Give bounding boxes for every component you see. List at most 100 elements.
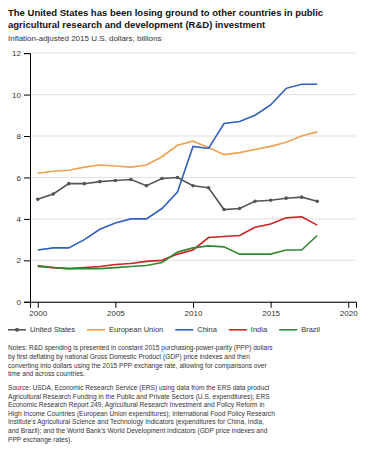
point — [191, 184, 195, 188]
tick-mark — [271, 302, 272, 308]
source-line: PPP exchange rates). — [8, 436, 72, 444]
source-line: Economic Research Report 249, Agricultur… — [8, 401, 265, 409]
legend-label: China — [197, 325, 217, 334]
tick: 8 — [17, 132, 30, 141]
point — [98, 180, 102, 184]
notes-line: Notes: R&D spending is presented in cons… — [8, 344, 273, 352]
legend-swatch — [229, 329, 247, 331]
notes-line: by first deflating by national Gross Dom… — [8, 353, 250, 361]
tick: 2010 — [185, 302, 203, 319]
point — [114, 179, 118, 183]
tick-mark — [24, 136, 30, 137]
tick-label: 2 — [17, 256, 22, 265]
grid — [30, 53, 356, 302]
title-line: The United States has been losing ground… — [8, 7, 323, 18]
legend-item: India — [229, 325, 268, 334]
legend: United States European Union China India Bra… — [8, 325, 320, 334]
legend-item: United States — [8, 325, 75, 334]
legend-label: United States — [30, 325, 75, 334]
tick-mark — [24, 260, 30, 261]
tick-label: 10 — [12, 91, 21, 100]
point — [67, 182, 71, 186]
tick: 10 — [12, 91, 30, 100]
legend-swatch — [87, 329, 105, 331]
point — [36, 197, 40, 201]
tick-mark — [115, 302, 116, 308]
tick: 4 — [17, 215, 30, 224]
legend-item: Brazil — [279, 325, 320, 334]
source-line: Institute’s Agricultural Science and Tec… — [8, 418, 264, 426]
notes-line: time and across countries. — [8, 370, 85, 377]
legend-label: European Union — [109, 325, 163, 334]
point — [222, 208, 226, 212]
tick: 2 — [17, 256, 30, 265]
tick-label: 2015 — [262, 309, 280, 318]
source-line: Source: USDA, Economic Research Service … — [8, 384, 269, 392]
legend-swatch — [175, 329, 193, 331]
subtitle: Inflation-adjusted 2015 U.S. dollars, bi… — [8, 34, 161, 43]
tick-label: 2020 — [340, 309, 358, 318]
tick: 2015 — [262, 302, 280, 319]
tick: 6 — [17, 174, 30, 183]
tick-label: 2010 — [185, 309, 203, 318]
legend-marker — [15, 328, 19, 332]
grid-line — [30, 136, 356, 137]
plot-area — [36, 84, 319, 268]
tick-label: 6 — [17, 174, 22, 183]
grid-line — [30, 53, 356, 54]
tick: 12 — [12, 49, 30, 58]
subtitle-line: Inflation-adjusted 2015 U.S. dollars, bi… — [8, 34, 161, 43]
tick-label: 4 — [17, 215, 22, 224]
series-line — [38, 235, 317, 268]
tick-mark — [24, 219, 30, 220]
source: Source: USDA, Economic Research Service … — [8, 384, 275, 443]
legend-swatch — [279, 329, 297, 331]
series-line — [38, 132, 317, 173]
tick-label: 0 — [17, 298, 22, 307]
x-axis: 2000 2005 2010 2015 2020 — [29, 302, 358, 319]
title-line: agricultural research and development (R… — [8, 19, 266, 30]
point — [300, 195, 304, 199]
tick-mark — [193, 302, 194, 308]
chart: The United States has been losing ground… — [0, 0, 368, 450]
point — [176, 176, 180, 180]
point — [160, 177, 164, 181]
tick-mark — [24, 177, 30, 178]
point — [207, 186, 211, 190]
point — [269, 198, 273, 202]
point — [83, 182, 87, 186]
legend-label: Brazil — [301, 325, 320, 334]
point — [284, 196, 288, 200]
legend-label: India — [251, 325, 268, 334]
tick: 2020 — [340, 302, 358, 319]
y-axis: 0 2 4 6 8 10 12 — [12, 49, 30, 307]
tick-mark — [24, 53, 30, 54]
legend-item: European Union — [87, 325, 163, 334]
axis-line — [24, 54, 31, 303]
series-line — [38, 177, 317, 209]
tick-label: 12 — [12, 49, 21, 58]
source-line: and Brazil); and the World Bank’s World … — [8, 427, 268, 435]
point — [51, 192, 55, 196]
title: The United States has been losing ground… — [8, 7, 323, 30]
tick: 2000 — [29, 302, 47, 319]
point — [129, 178, 133, 182]
grid-line — [30, 260, 356, 261]
point — [238, 207, 242, 211]
series-line — [38, 217, 317, 269]
notes: Notes: R&D spending is presented in cons… — [8, 344, 273, 377]
series-line — [38, 84, 317, 250]
point — [315, 199, 319, 203]
tick-label: 2005 — [107, 309, 125, 318]
source-line: Agricultural Research Funding in the Pub… — [8, 393, 270, 401]
tick: 0 — [17, 298, 30, 307]
source-line: High Income Countries (European Union ex… — [8, 410, 275, 418]
tick-label: 2000 — [29, 309, 47, 318]
tick-mark — [348, 302, 349, 308]
legend-item: China — [175, 325, 217, 334]
axis-line — [31, 302, 357, 308]
grid-line — [30, 177, 356, 178]
tick: 2005 — [107, 302, 125, 319]
tick-mark — [38, 302, 39, 308]
notes-line: converting into dollars using the 2015 P… — [8, 362, 267, 370]
